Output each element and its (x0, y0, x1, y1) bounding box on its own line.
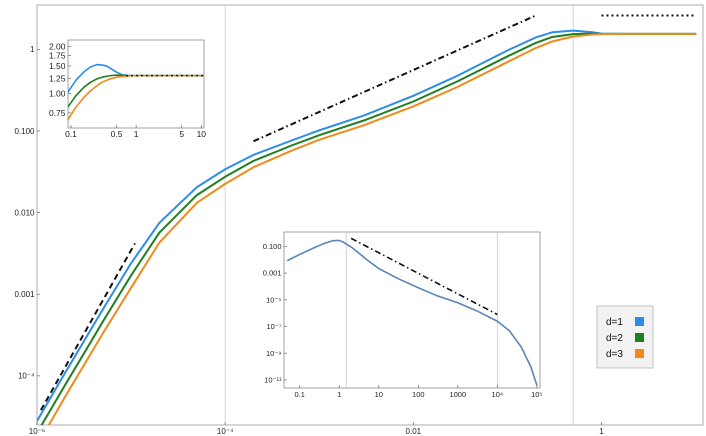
inset-top-left-x-tick-label-4: 10 (197, 129, 207, 139)
main-y-tick-label-4: 1 (30, 45, 35, 54)
inset-bottom-x-tick-label-5: 10⁴ (492, 390, 504, 399)
inset-top-left-y-tick-label-1: 1.00 (49, 88, 66, 98)
inset-top-left-y-tick-label-5: 2.00 (49, 41, 66, 51)
legend-swatch-d=2 (635, 333, 644, 342)
inset-bottom-gridlines (345, 232, 498, 388)
inset-top-left-x-tick-label-2: 1 (134, 129, 139, 139)
main-y-tick-label-3: 0.100 (14, 127, 35, 136)
inset-top-left-x-tick-label-0: 0.1 (65, 129, 77, 139)
inset-top-left-series-line-d=3 (68, 74, 204, 121)
main-plot-frame (36, 4, 704, 426)
legend-swatch-d=1 (635, 317, 644, 326)
inset-top-left-x-tick-label-3: 5 (179, 129, 184, 139)
main-gridlines (224, 5, 574, 425)
inset-bottom-x-tick-label-1: 1 (337, 390, 341, 399)
main-plot: 10⁻⁶ 10⁻⁴ 0.01 1 10⁻⁴ 0.001 0.010 0.100 1 (14, 4, 704, 436)
main-y-tick-label-2: 0.010 (14, 208, 35, 217)
inset-bottom-x-tick-label-0: 0.1 (295, 390, 305, 399)
inset-bottom-y-tick-label-0: 10⁻¹¹ (264, 376, 282, 385)
inset-bottom: 0.1 1 10 100 1000 10⁴ 10⁵ 10⁻¹¹ 10⁻⁹ 10⁻⁷ 10⁻⁵ 0.00… (263, 231, 543, 399)
main-series (37, 29, 697, 425)
inset-top-left-y-tick-label-3: 1.50 (49, 61, 66, 71)
inset-bottom-y-tick-label-1: 10⁻⁹ (266, 349, 282, 358)
main-y-tick-label-0: 10⁻⁴ (18, 372, 35, 381)
main-x-tick-label-3: 1 (599, 427, 604, 436)
main-x-tick-label-1: 10⁻⁴ (217, 427, 234, 436)
inset-bottom-frame (283, 231, 541, 389)
main-series-line-d=3 (47, 32, 697, 425)
main-x-tick-label-0: 10⁻⁶ (29, 427, 45, 436)
inset-bottom-x-tick-label-6: 10⁵ (531, 390, 542, 399)
main-y-tick-label-1: 0.001 (14, 290, 35, 299)
legend-label-d=2: d=2 (606, 333, 623, 344)
legend-label-d=3: d=3 (606, 349, 623, 360)
inset-bottom-y-tick-label-5: 0.100 (263, 242, 282, 251)
inset-top-left: 0.1 0.5 1 5 10 0.75 1.00 1.25 1.501.752.00 (49, 39, 206, 139)
legend-label-d=1: d=1 (606, 317, 623, 328)
inset-top-left-y-tick-label-4: 1.75 (49, 50, 66, 60)
main-x-tick-label-2: 0.01 (406, 427, 422, 436)
inset-bottom-y-tick-label-4: 0.001 (263, 269, 282, 278)
inset-bottom-x-tick-label-3: 100 (412, 390, 425, 399)
main-reference-line-dashed-0 (40, 242, 136, 411)
inset-top-left-y-tick-label-0: 0.75 (49, 108, 66, 118)
inset-bottom-x-tick-label-2: 10 (375, 390, 383, 399)
inset-bottom-series (287, 239, 538, 387)
inset-top-left-frame (67, 39, 205, 129)
legend: d=1 d=2 d=3 (596, 305, 654, 369)
inset-top-left-y-tick-label-2: 1.25 (49, 73, 66, 83)
inset-bottom-y-tick-label-2: 10⁻⁷ (266, 322, 281, 331)
main-axis-ticks: 10⁻⁶ 10⁻⁴ 0.01 1 10⁻⁴ 0.001 0.010 0.100 1 (14, 45, 604, 436)
inset-bottom-axis-ticks: 0.1 1 10 100 1000 10⁴ 10⁵ 10⁻¹¹ 10⁻⁹ 10⁻⁷ 10⁻⁵ 0.00… (263, 242, 543, 399)
inset-bottom-reference-line-dashdot-0 (350, 237, 498, 316)
inset-top-left-axis-ticks: 0.1 0.5 1 5 10 0.75 1.00 1.25 1.501.752.00 (49, 41, 206, 139)
inset-bottom-x-tick-label-4: 1000 (449, 390, 466, 399)
inset-top-left-series (68, 63, 204, 121)
legend-swatch-d=3 (635, 349, 644, 358)
main-reference-line-dashdot-1 (253, 14, 537, 143)
inset-bottom-series-line-spectrum (287, 239, 538, 387)
inset-bottom-reference-lines (350, 237, 498, 316)
main-reference-lines (40, 14, 696, 411)
inset-bottom-y-tick-label-3: 10⁻⁵ (266, 295, 281, 304)
inset-top-left-x-tick-label-1: 0.5 (111, 129, 123, 139)
